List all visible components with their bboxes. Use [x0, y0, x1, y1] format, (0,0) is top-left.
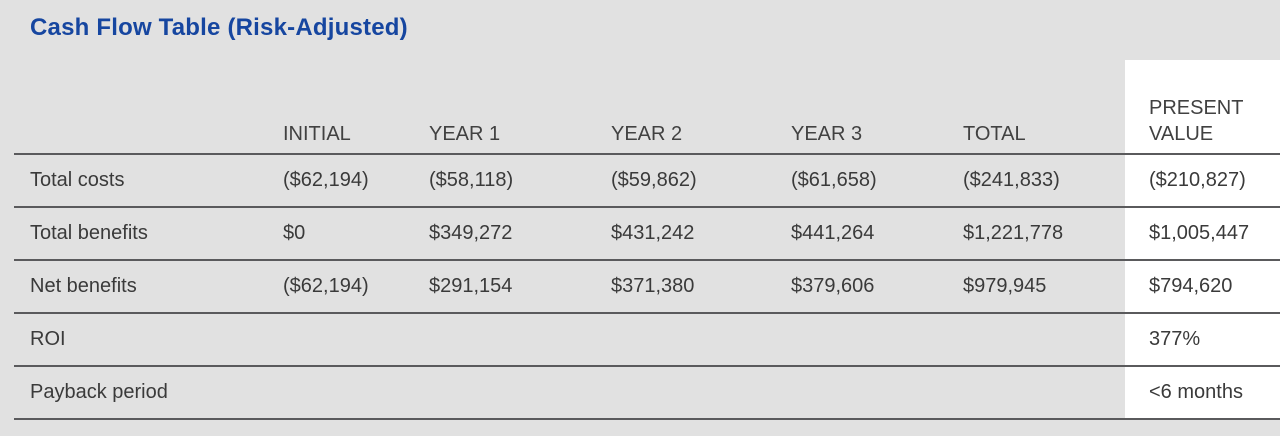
- cell-net-benefits-year3: $379,606: [791, 275, 875, 297]
- column-header-year2: YEAR 2: [611, 123, 683, 145]
- cell-total-benefits-initial: $0: [283, 222, 306, 244]
- column-header-blank: [14, 147, 283, 153]
- cell-net-benefits-present-value: $794,620: [1149, 275, 1233, 297]
- cell-total-costs-total: ($241,833): [963, 169, 1060, 191]
- table-row-net-benefits: Net benefits ($62,194) $291,154 $371,380…: [14, 261, 1280, 314]
- column-header-year1: YEAR 1: [429, 123, 501, 145]
- cell-roi-present-value: 377%: [1149, 328, 1201, 350]
- cell-total-costs-year3: ($61,658): [791, 169, 877, 191]
- cell-net-benefits-year1: $291,154: [429, 275, 513, 297]
- table-row-roi: ROI 377%: [14, 314, 1280, 367]
- table-title: Cash Flow Table (Risk-Adjusted): [30, 14, 408, 41]
- cell-total-costs-year2: ($59,862): [611, 169, 697, 191]
- cell-total-benefits-present-value: $1,005,447: [1149, 222, 1250, 244]
- row-label-roi: ROI: [30, 328, 66, 350]
- column-header-year3: YEAR 3: [791, 123, 863, 145]
- table-row-payback-period: Payback period <6 months: [14, 367, 1280, 420]
- cell-total-costs-initial: ($62,194): [283, 169, 369, 191]
- header-row: INITIAL YEAR 1 YEAR 2 YEAR 3 TOTAL PRESE…: [14, 60, 1280, 155]
- cell-total-benefits-year1: $349,272: [429, 222, 513, 244]
- cell-total-costs-year1: ($58,118): [429, 169, 514, 191]
- column-header-initial: INITIAL: [283, 123, 351, 145]
- cell-total-benefits-year2: $431,242: [611, 222, 695, 244]
- cell-total-benefits-total: $1,221,778: [963, 222, 1064, 244]
- column-header-total: TOTAL: [963, 123, 1026, 145]
- cell-total-benefits-year3: $441,264: [791, 222, 875, 244]
- cell-total-costs-present-value: ($210,827): [1149, 169, 1246, 191]
- column-header-present-value: PRESENT VALUE: [1149, 97, 1244, 145]
- row-label-payback-period: Payback period: [30, 381, 168, 403]
- row-label-net-benefits: Net benefits: [30, 275, 137, 297]
- table-row-total-costs: Total costs ($62,194) ($58,118) ($59,862…: [14, 155, 1280, 208]
- cell-net-benefits-initial: ($62,194): [283, 275, 369, 297]
- row-label-total-costs: Total costs: [30, 169, 125, 191]
- table-row-total-benefits: Total benefits $0 $349,272 $431,242 $441…: [14, 208, 1280, 261]
- cell-net-benefits-total: $979,945: [963, 275, 1047, 297]
- row-label-total-benefits: Total benefits: [30, 222, 148, 244]
- cell-payback-present-value: <6 months: [1149, 381, 1243, 403]
- cash-flow-table: INITIAL YEAR 1 YEAR 2 YEAR 3 TOTAL PRESE…: [14, 60, 1280, 420]
- cell-net-benefits-year2: $371,380: [611, 275, 695, 297]
- present-value-highlight-box: [1125, 60, 1280, 420]
